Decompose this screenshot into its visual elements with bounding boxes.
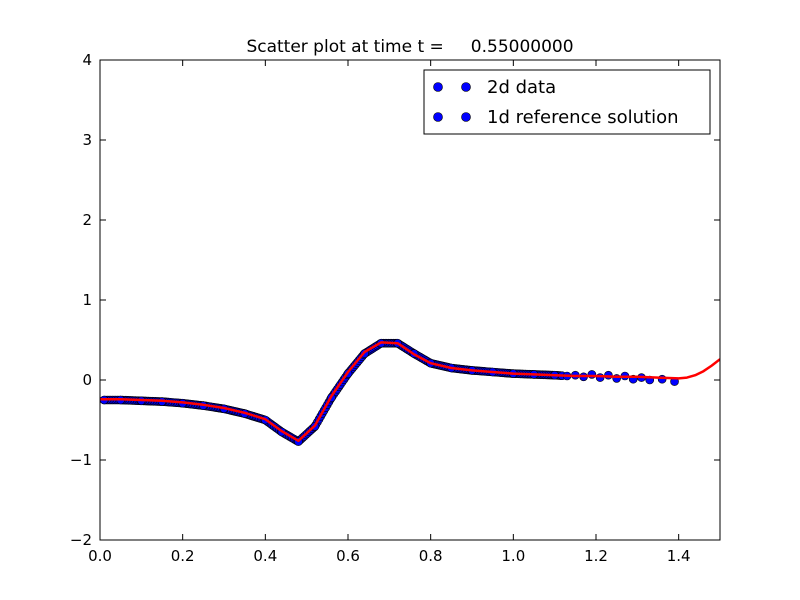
x-tick-label: 0.8 <box>419 547 443 565</box>
y-tick-label: 1 <box>82 291 92 309</box>
legend-label: 1d reference solution <box>487 107 679 128</box>
x-tick-label: 1.4 <box>667 547 691 565</box>
y-tick-label: 3 <box>82 131 92 149</box>
x-tick-label: 0.4 <box>253 547 277 565</box>
ticks-layer: 0.0 0.2 0.4 0.6 0.8 1.0 1.2 1.4 −2 −1 0 1 2 3 4 <box>70 51 720 565</box>
legend-marker <box>433 112 443 122</box>
legend-marker <box>461 82 471 92</box>
scatter-point <box>657 374 667 384</box>
y-tick-label: 0 <box>82 371 92 389</box>
plot-series <box>100 338 720 446</box>
legend-box <box>423 69 711 135</box>
legend-marker <box>433 82 443 92</box>
reference-line <box>100 341 720 443</box>
x-tick-label: 1.2 <box>584 547 608 565</box>
y-tick-label: −2 <box>70 531 92 549</box>
data-layer <box>100 338 720 446</box>
y-tick-label: 4 <box>82 51 92 69</box>
legend-label: 2d data <box>487 77 556 98</box>
y-tick-label: 2 <box>82 211 92 229</box>
scatter-point <box>595 373 605 382</box>
legend: 2d data 1d reference solution <box>423 69 711 135</box>
chart-title: Scatter plot at time t = 0.55000000 <box>246 37 573 57</box>
x-tick-label: 0.2 <box>171 547 195 565</box>
legend-marker <box>461 112 471 122</box>
y-tick-label: −1 <box>70 451 92 469</box>
x-tick-label: 0.6 <box>336 547 360 565</box>
x-tick-label: 1.0 <box>501 547 525 565</box>
x-tick-label: 0.0 <box>88 547 112 565</box>
